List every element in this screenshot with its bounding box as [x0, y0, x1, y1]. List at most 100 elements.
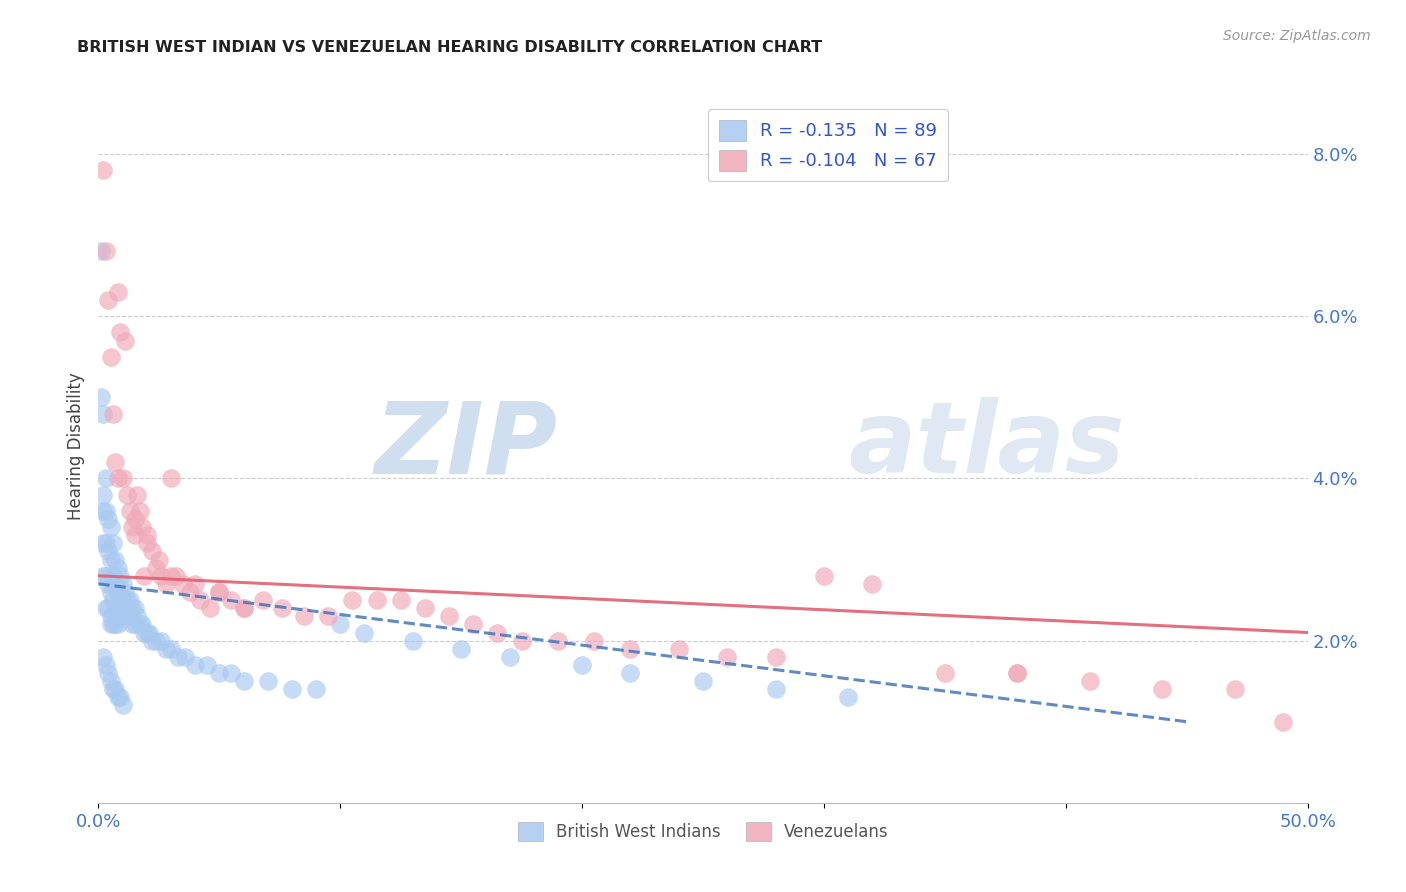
Point	[97, 601, 120, 615]
Point	[91, 568, 114, 582]
Point	[353, 625, 375, 640]
Point	[97, 544, 120, 558]
Point	[118, 609, 141, 624]
Point	[281, 682, 304, 697]
Point	[329, 617, 352, 632]
Point	[127, 609, 149, 624]
Point	[208, 666, 231, 681]
Point	[292, 609, 315, 624]
Text: ZIP: ZIP	[375, 398, 558, 494]
Y-axis label: Hearing Disability: Hearing Disability	[66, 372, 84, 520]
Point	[583, 633, 606, 648]
Point	[547, 633, 569, 648]
Point	[860, 577, 883, 591]
Point	[1272, 714, 1295, 729]
Point	[1223, 682, 1246, 697]
Point	[91, 163, 114, 178]
Point	[232, 601, 254, 615]
Point	[104, 577, 127, 591]
Point	[121, 520, 143, 534]
Point	[107, 617, 129, 632]
Point	[107, 285, 129, 299]
Point	[510, 633, 533, 648]
Point	[101, 407, 124, 421]
Point	[232, 601, 254, 615]
Point	[619, 641, 641, 656]
Point	[342, 593, 364, 607]
Point	[141, 544, 163, 558]
Point	[134, 568, 156, 582]
Point	[271, 601, 294, 615]
Point	[463, 617, 485, 632]
Point	[716, 649, 738, 664]
Point	[172, 577, 194, 591]
Point	[118, 593, 141, 607]
Point	[97, 577, 120, 591]
Point	[413, 601, 436, 615]
Point	[97, 293, 120, 307]
Point	[837, 690, 859, 705]
Point	[107, 585, 129, 599]
Point	[1078, 674, 1101, 689]
Point	[316, 609, 339, 624]
Point	[90, 244, 112, 259]
Point	[104, 601, 127, 615]
Point	[124, 528, 146, 542]
Point	[97, 512, 120, 526]
Point	[145, 633, 167, 648]
Point	[108, 568, 131, 582]
Point	[155, 641, 177, 656]
Text: Source: ZipAtlas.com: Source: ZipAtlas.com	[1223, 29, 1371, 43]
Point	[114, 334, 136, 348]
Point	[165, 568, 187, 582]
Point	[208, 585, 231, 599]
Point	[104, 552, 127, 566]
Point	[174, 649, 197, 664]
Point	[111, 593, 134, 607]
Point	[104, 682, 127, 697]
Point	[437, 609, 460, 624]
Point	[118, 504, 141, 518]
Point	[160, 568, 183, 582]
Point	[195, 657, 218, 672]
Point	[135, 536, 157, 550]
Legend: British West Indians, Venezuelans: British West Indians, Venezuelans	[510, 815, 896, 848]
Point	[107, 471, 129, 485]
Point	[167, 649, 190, 664]
Point	[256, 674, 278, 689]
Point	[150, 633, 173, 648]
Point	[117, 593, 139, 607]
Point	[94, 568, 117, 582]
Point	[108, 326, 131, 340]
Point	[111, 471, 134, 485]
Point	[402, 633, 425, 648]
Point	[94, 657, 117, 672]
Point	[91, 536, 114, 550]
Point	[138, 625, 160, 640]
Point	[124, 601, 146, 615]
Point	[94, 536, 117, 550]
Point	[101, 536, 124, 550]
Point	[179, 585, 201, 599]
Point	[221, 666, 243, 681]
Point	[104, 617, 127, 632]
Point	[90, 390, 112, 404]
Point	[121, 617, 143, 632]
Point	[141, 633, 163, 648]
Point	[934, 666, 956, 681]
Point	[127, 488, 149, 502]
Point	[114, 585, 136, 599]
Point	[184, 577, 207, 591]
Point	[389, 593, 412, 607]
Point	[692, 674, 714, 689]
Point	[111, 577, 134, 591]
Point	[108, 690, 131, 705]
Point	[101, 568, 124, 582]
Point	[117, 488, 139, 502]
Point	[134, 625, 156, 640]
Point	[232, 674, 254, 689]
Point	[221, 593, 243, 607]
Point	[450, 641, 472, 656]
Point	[114, 601, 136, 615]
Point	[128, 504, 150, 518]
